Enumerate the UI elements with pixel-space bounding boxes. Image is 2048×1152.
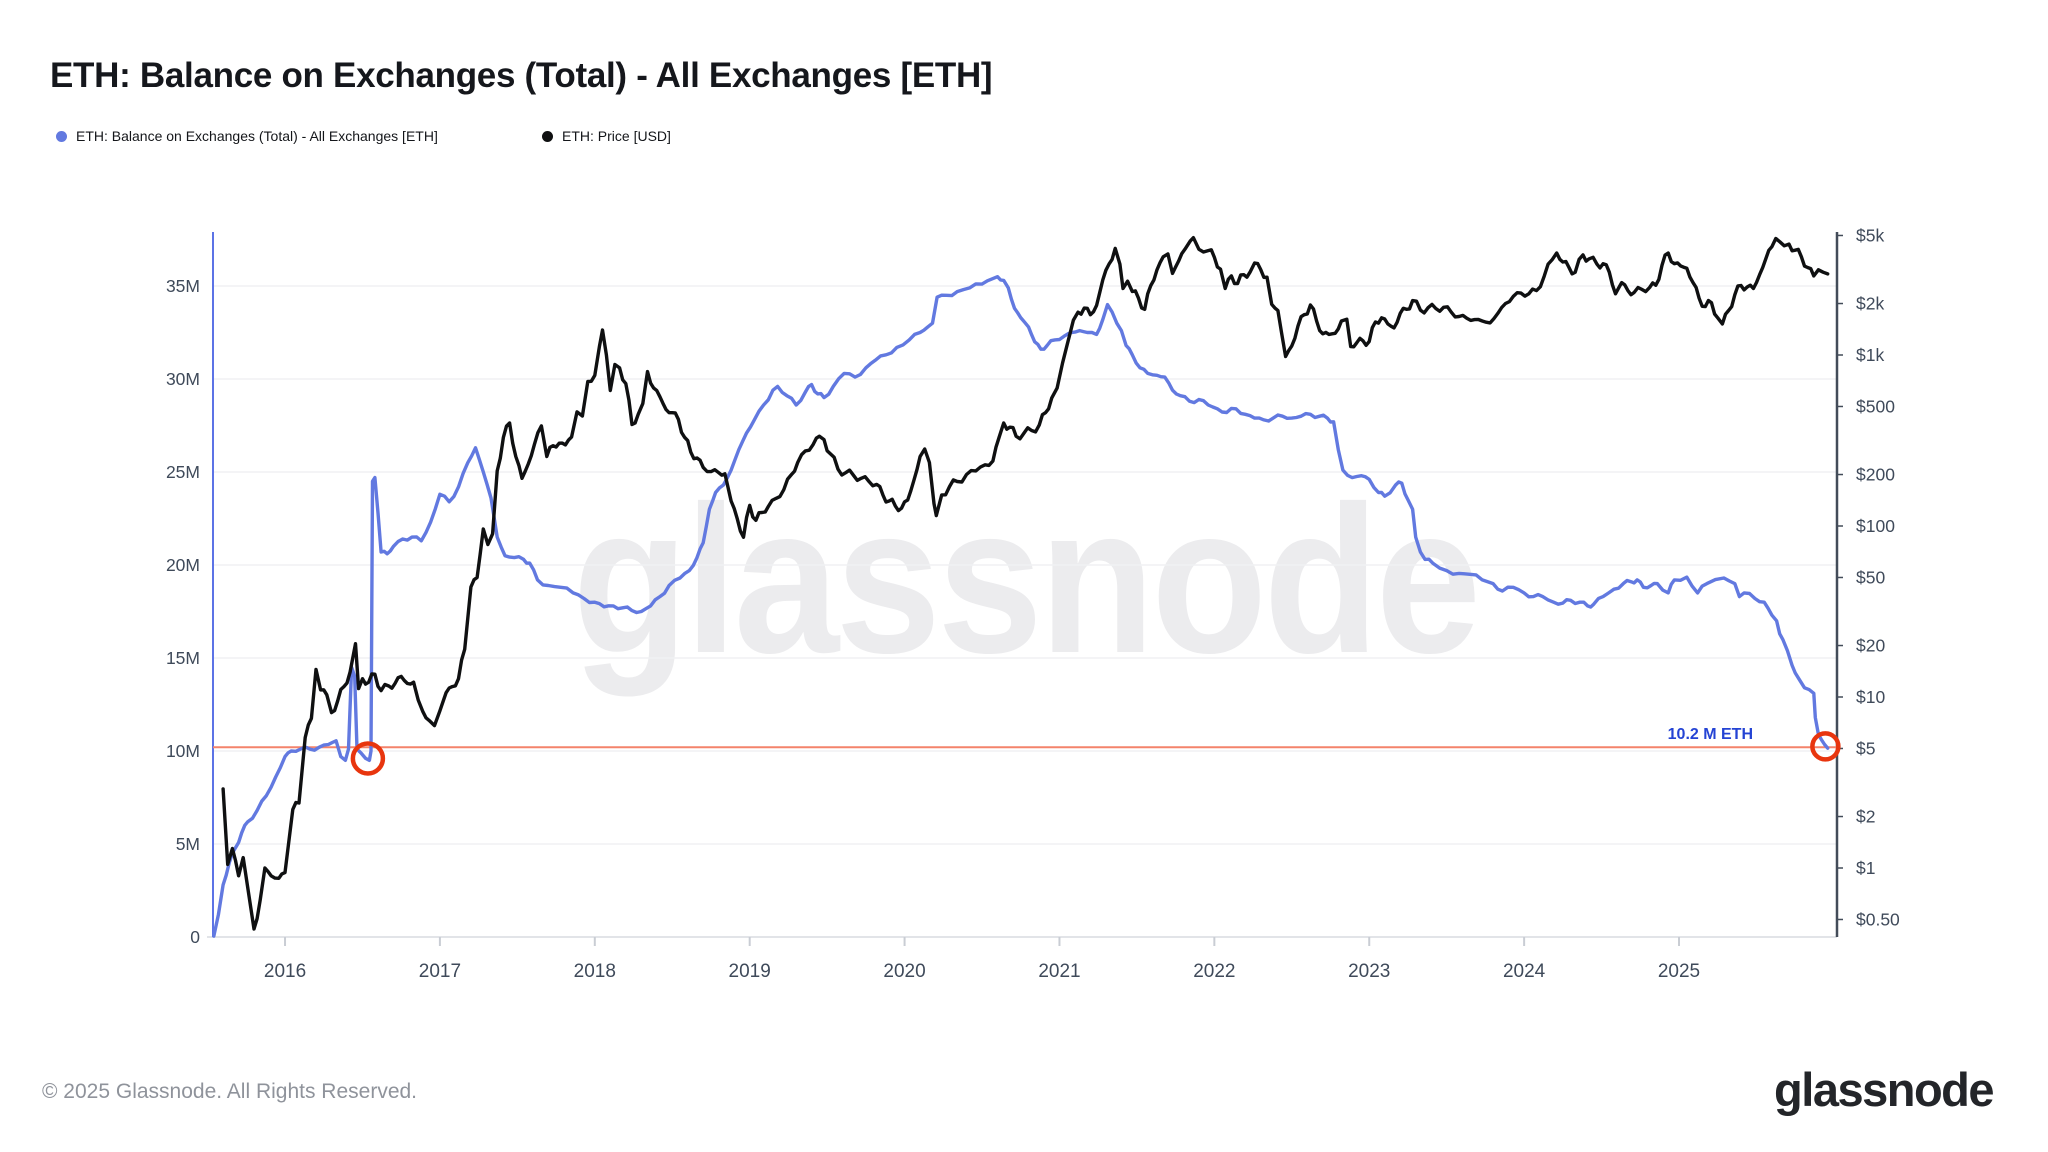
- horizontal-gridlines: [207, 234, 1843, 946]
- x-axis-year-label: 2018: [574, 961, 616, 982]
- left-axis-labels: 35M 30M 25M 20M 15M 10M 5M 0: [166, 276, 200, 947]
- legend-dot-black-icon: [542, 130, 553, 142]
- left-axis-label: 30M: [166, 369, 200, 389]
- highlight-circles: [350, 731, 1841, 776]
- left-axis-label: 15M: [166, 648, 200, 668]
- right-axis-label: $2: [1856, 807, 1875, 827]
- highlight-circle: [350, 741, 386, 776]
- right-axis-label: $50: [1856, 567, 1885, 587]
- glassnode-watermark: glassnode: [573, 462, 1478, 697]
- x-axis-year-label: 2024: [1503, 961, 1546, 982]
- left-axis-label: 0: [190, 927, 200, 947]
- x-axis-year-label: 2021: [1038, 961, 1080, 982]
- legend-item-price[interactable]: ETH: Price [USD]: [542, 128, 671, 144]
- legend-dot-blue-icon: [56, 130, 67, 142]
- x-axis-year-label: 2020: [883, 961, 925, 982]
- right-axis-label: $0.50: [1856, 909, 1900, 929]
- right-axis-label: $2k: [1856, 294, 1884, 314]
- right-axis-label: $1: [1856, 858, 1875, 878]
- legend-label-balance: ETH: Balance on Exchanges (Total) - All …: [76, 128, 438, 144]
- copyright-text: © 2025 Glassnode. All Rights Reserved.: [42, 1080, 418, 1103]
- page-title: ETH: Balance on Exchanges (Total) - All …: [50, 56, 993, 95]
- left-axis-label: 10M: [166, 741, 200, 761]
- x-axis-year-label: 2017: [419, 961, 461, 982]
- right-axis-label: $5: [1856, 738, 1875, 758]
- right-axis-label: $100: [1856, 516, 1895, 536]
- right-axis-label: $10: [1856, 687, 1885, 707]
- left-axis-label: 5M: [176, 834, 200, 854]
- legend-label-price: ETH: Price [USD]: [562, 128, 671, 144]
- right-axis-label: $500: [1856, 396, 1895, 416]
- balance-annotation: 10.2 M ETH: [1668, 726, 1753, 743]
- x-axis-year-labels: 2016 2017 2018 2019 2020 2021 2022 2023 2024 2025: [264, 961, 1700, 982]
- right-axis-labels: $5k $2k $1k $500 $200 $100 $50 $20 $10 $5 $2 $1 $0.5…: [1856, 225, 1900, 929]
- left-axis-label: 35M: [166, 276, 200, 296]
- axis-lines: [212, 232, 1839, 937]
- right-axis-label: $5k: [1856, 225, 1884, 245]
- balance-series-line: [212, 275, 1830, 938]
- legend-item-balance[interactable]: ETH: Balance on Exchanges (Total) - All …: [56, 128, 438, 144]
- price-series-line: [221, 236, 1830, 931]
- x-axis-year-label: 2023: [1348, 961, 1390, 982]
- left-axis-label: 25M: [166, 462, 200, 482]
- highlight-circle: [1810, 731, 1841, 762]
- x-axis-year-label: 2022: [1193, 961, 1235, 982]
- x-axis-year-label: 2016: [264, 961, 306, 982]
- x-axis-year-label: 2019: [729, 961, 771, 982]
- right-axis-label: $20: [1856, 636, 1885, 656]
- x-axis-year-label: 2025: [1658, 961, 1700, 982]
- left-axis-label: 20M: [166, 555, 200, 575]
- right-axis-label: $1k: [1856, 345, 1884, 365]
- glassnode-logo: glassnode: [1774, 1063, 1994, 1116]
- right-axis-label: $200: [1856, 465, 1895, 485]
